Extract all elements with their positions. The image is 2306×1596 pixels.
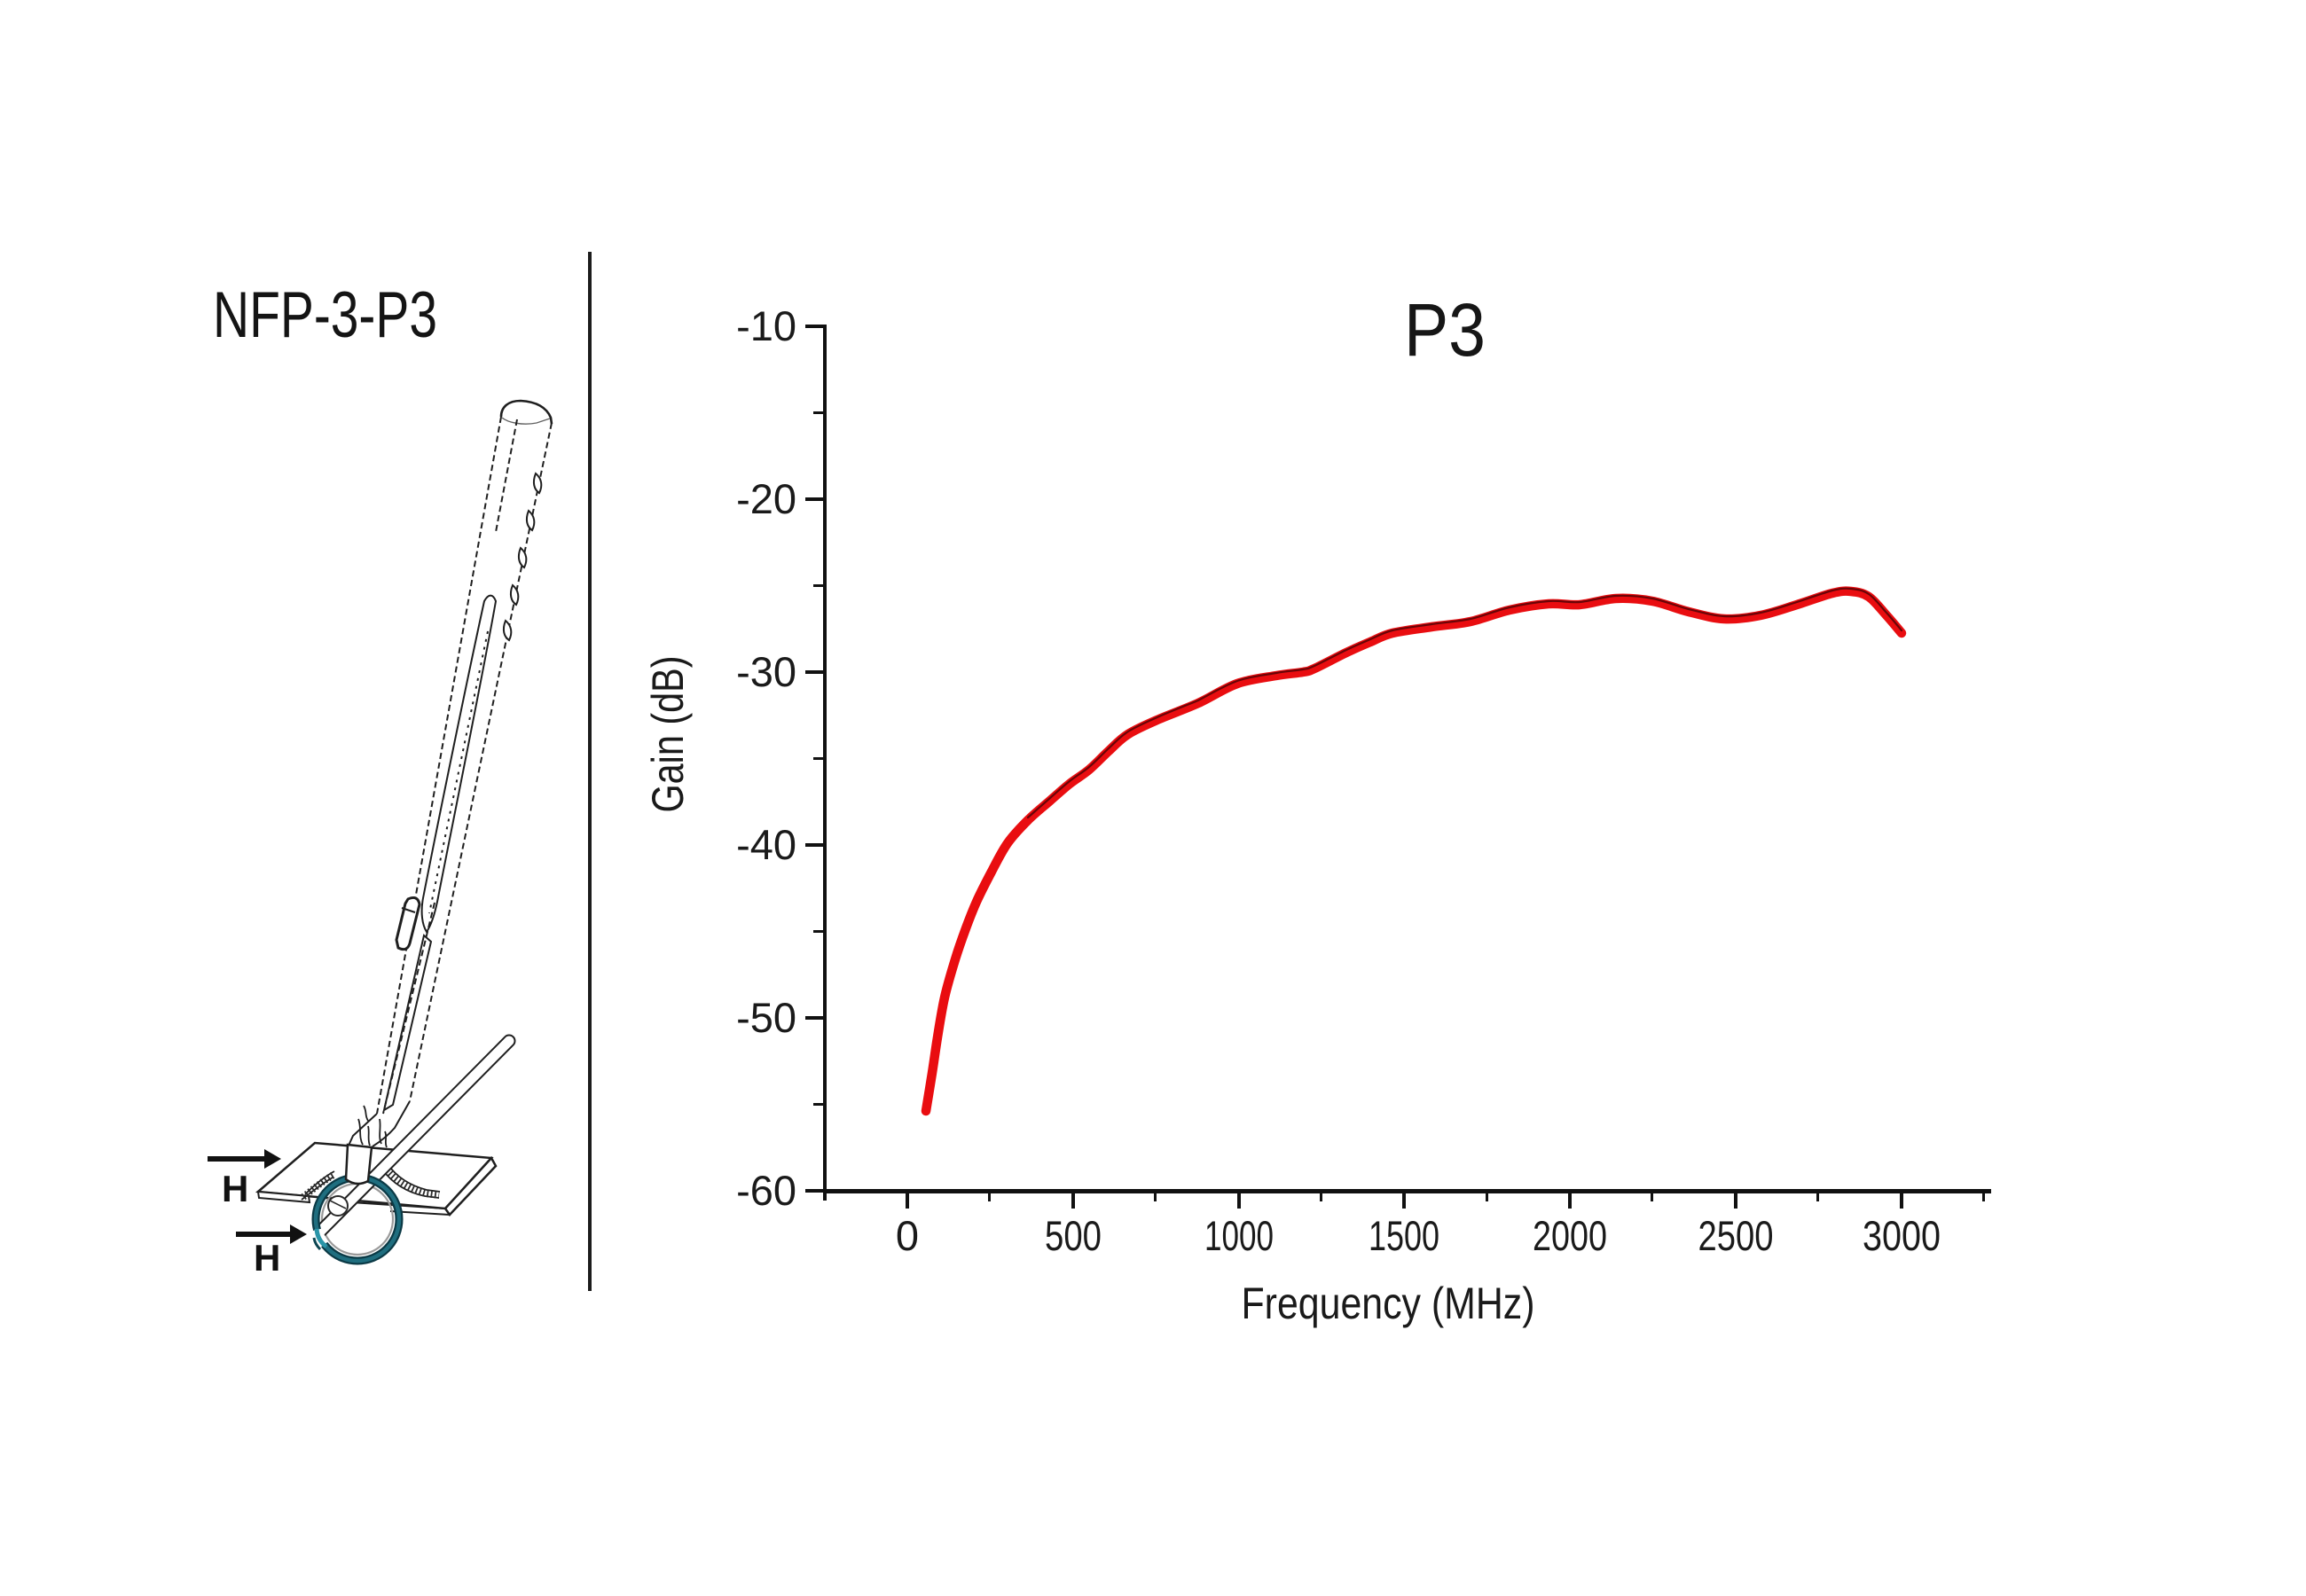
svg-text:Gain (dB): Gain (dB) <box>643 656 693 813</box>
svg-text:H: H <box>254 1237 280 1279</box>
svg-text:P3: P3 <box>1404 288 1486 372</box>
svg-text:-20: -20 <box>736 475 796 522</box>
svg-text:1000: 1000 <box>1204 1212 1274 1259</box>
svg-text:H: H <box>222 1168 248 1209</box>
svg-text:500: 500 <box>1045 1212 1102 1259</box>
svg-text:NFP-3-P3: NFP-3-P3 <box>213 279 437 351</box>
svg-text:0: 0 <box>896 1212 919 1259</box>
svg-text:-30: -30 <box>736 648 796 695</box>
svg-text:Frequency (MHz): Frequency (MHz) <box>1242 1279 1535 1328</box>
svg-text:2500: 2500 <box>1698 1212 1774 1259</box>
svg-text:-40: -40 <box>736 821 796 868</box>
svg-text:2000: 2000 <box>1533 1212 1607 1259</box>
svg-text:-50: -50 <box>736 994 796 1041</box>
svg-text:-60: -60 <box>736 1167 796 1214</box>
svg-text:3000: 3000 <box>1863 1212 1941 1259</box>
svg-text:1500: 1500 <box>1369 1212 1439 1259</box>
svg-text:-10: -10 <box>736 302 796 349</box>
